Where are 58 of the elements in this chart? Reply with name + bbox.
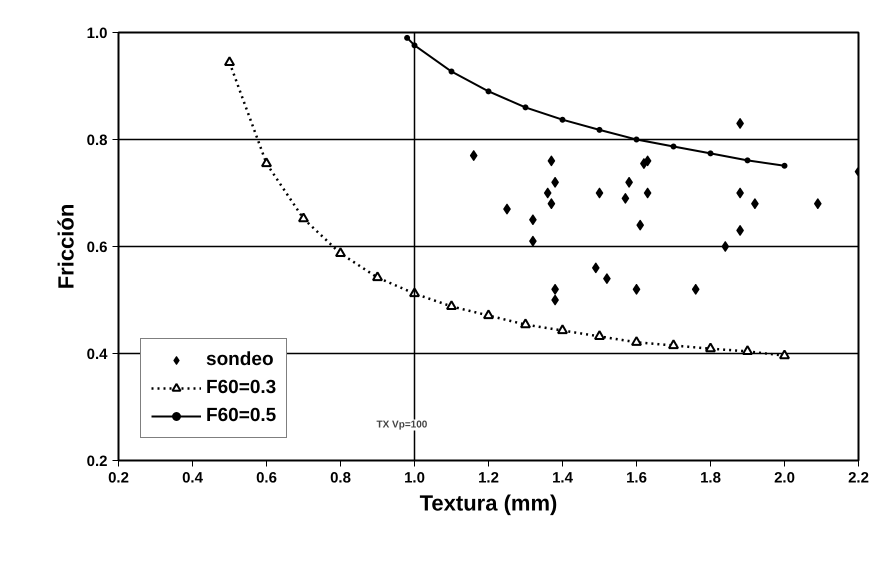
point <box>522 104 528 110</box>
legend-label: F60=0.5 <box>206 405 276 427</box>
x-tick-label: 1.6 <box>626 470 647 486</box>
x-tick-label: 0.4 <box>182 470 204 486</box>
point <box>631 336 642 346</box>
point <box>670 143 676 150</box>
point <box>779 349 790 360</box>
legend-label: F60=0.3 <box>206 377 276 399</box>
point <box>721 241 730 252</box>
point <box>486 88 492 94</box>
point <box>372 271 383 282</box>
x-tick-label: 1.0 <box>404 470 425 486</box>
x-tick-label: 1.4 <box>552 470 574 486</box>
point <box>594 330 605 340</box>
point <box>446 300 457 310</box>
point <box>520 318 531 328</box>
y-tick-label: 0.4 <box>86 346 108 363</box>
point <box>483 309 494 320</box>
point <box>551 294 559 306</box>
x-tick-label: 2.0 <box>774 470 795 486</box>
point <box>470 150 478 162</box>
point <box>708 150 714 156</box>
point <box>298 212 309 222</box>
y-tick-label: 0.8 <box>86 132 108 149</box>
point <box>636 220 644 231</box>
x-tick-label: 2.2 <box>848 470 869 486</box>
point <box>744 157 750 164</box>
point <box>592 262 600 274</box>
y-tick-label: 0.2 <box>86 453 108 470</box>
point <box>705 342 716 352</box>
point <box>596 188 604 198</box>
ref-line-label: TX Vp=100 <box>376 420 428 430</box>
point <box>544 188 552 198</box>
point <box>557 324 568 334</box>
point <box>742 345 753 355</box>
point <box>814 198 822 210</box>
point <box>736 188 744 198</box>
point <box>596 126 602 133</box>
point <box>692 284 700 295</box>
y-axis-title: Fricción <box>54 204 79 290</box>
point <box>261 157 272 168</box>
x-tick-label: 0.8 <box>330 470 351 486</box>
point <box>448 68 454 75</box>
point <box>644 188 652 198</box>
point <box>335 247 346 258</box>
x-axis-title: Textura (mm) <box>420 490 558 516</box>
point <box>634 136 640 142</box>
point <box>782 162 788 169</box>
x-tick-label: 0.6 <box>256 470 277 486</box>
point <box>668 339 679 350</box>
point <box>560 116 566 123</box>
y-tick-label: 0.6 <box>86 239 108 256</box>
x-tick-label: 1.8 <box>700 470 721 486</box>
x-tick-label: 1.2 <box>478 470 499 486</box>
legend-label: sondeo <box>206 349 274 371</box>
x-tick-label: 0.2 <box>108 470 129 486</box>
point <box>404 34 410 41</box>
y-tick-label: 1.0 <box>86 25 108 42</box>
